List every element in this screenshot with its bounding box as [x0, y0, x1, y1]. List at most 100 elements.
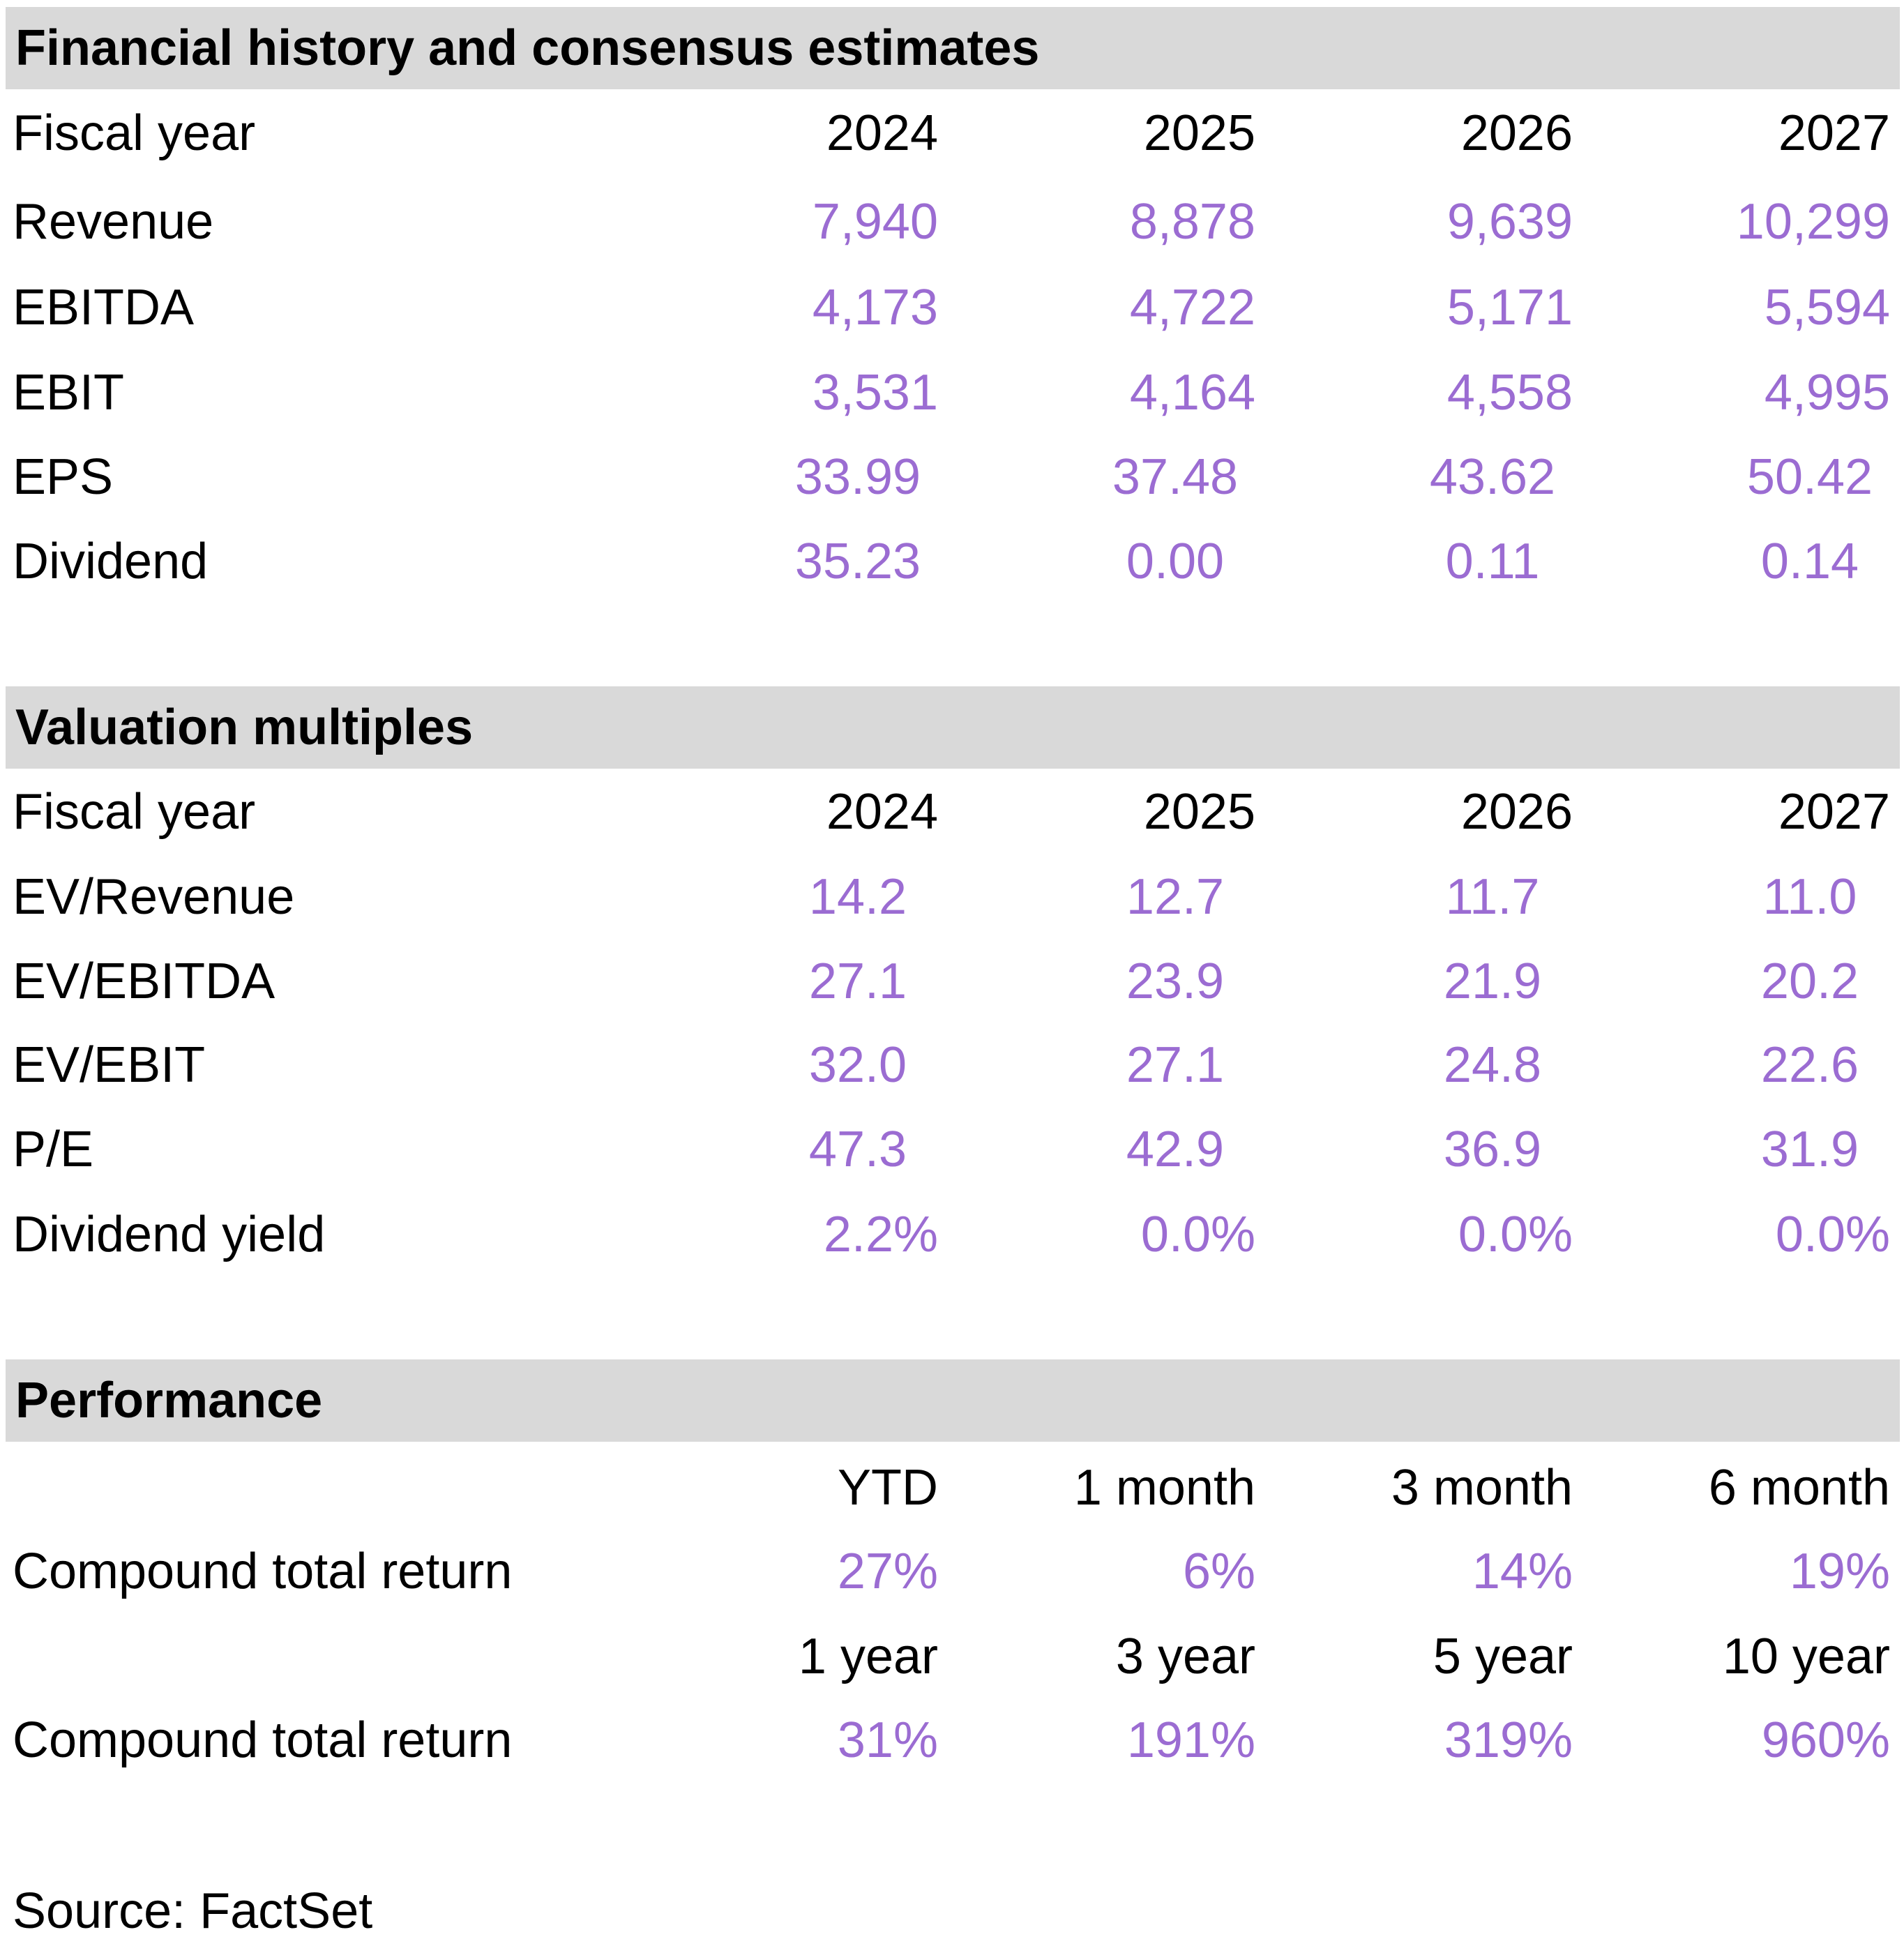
value-cell: 9,639: [1446, 194, 1573, 250]
row-label: EV/Revenue: [13, 869, 295, 925]
valuation-section-header: Valuation multiples: [6, 686, 1900, 769]
value-cell: 42.9: [1126, 1122, 1225, 1177]
valuation-header-row: Fiscal year 2024 2025 2026 2027: [0, 770, 1904, 854]
table-row-ebitda: EBITDA 4,173 4,722 5,171 5,594: [0, 266, 1904, 349]
col-header-10-year: 10 year: [1722, 1629, 1890, 1684]
value-cell: 960%: [1761, 1712, 1890, 1768]
value-cell: 10,299: [1736, 194, 1890, 250]
col-header-2025: 2025: [1143, 105, 1255, 161]
value-cell: 0.0%: [1140, 1207, 1255, 1262]
value-cell: 43.62: [1429, 449, 1556, 505]
performance-section-title: Performance: [15, 1373, 323, 1428]
col-header-3-month: 3 month: [1391, 1460, 1573, 1516]
value-cell: 27.1: [1126, 1037, 1225, 1093]
value-cell: 191%: [1126, 1712, 1255, 1768]
value-cell: 8,878: [1129, 194, 1255, 250]
performance-header-row-1: YTD 1 month 3 month 6 month: [0, 1446, 1904, 1530]
value-cell: 22.6: [1760, 1037, 1859, 1093]
col-header-2027: 2027: [1778, 784, 1890, 840]
col-header-2025: 2025: [1143, 784, 1255, 840]
value-cell: 19%: [1789, 1544, 1890, 1599]
row-label: EPS: [13, 449, 114, 505]
value-cell: 0.11: [1445, 534, 1540, 589]
value-cell: 36.9: [1443, 1122, 1542, 1177]
col-header-2027: 2027: [1778, 105, 1890, 161]
col-header-2026: 2026: [1460, 105, 1573, 161]
value-cell: 4,558: [1446, 365, 1573, 421]
col-header-3-year: 3 year: [1115, 1629, 1255, 1684]
value-cell: 37.48: [1112, 449, 1239, 505]
performance-header-row-2: 1 year 3 year 5 year 10 year: [0, 1615, 1904, 1698]
table-row-ev-ebitda: EV/EBITDA 27.1 23.9 21.9 20.2: [0, 940, 1904, 1023]
fiscal-year-label: Fiscal year: [13, 105, 256, 161]
valuation-section-title: Valuation multiples: [15, 700, 474, 755]
value-cell: 14%: [1472, 1544, 1573, 1599]
row-label: EV/EBIT: [13, 1037, 206, 1093]
value-cell: 32.0: [808, 1037, 907, 1093]
table-row-ev-ebit: EV/EBIT 32.0 27.1 24.8 22.6: [0, 1023, 1904, 1107]
row-label: Dividend: [13, 534, 209, 589]
value-cell: 33.99: [794, 449, 921, 505]
col-header-1-year: 1 year: [798, 1629, 938, 1684]
value-cell: 7,940: [812, 194, 938, 250]
row-label: Compound total return: [13, 1544, 513, 1599]
value-cell: 35.23: [794, 534, 921, 589]
table-row-eps: EPS 33.99 37.48 43.62 50.42: [0, 435, 1904, 519]
value-cell: 0.0%: [1775, 1207, 1890, 1262]
table-row-pe: P/E 47.3 42.9 36.9 31.9: [0, 1108, 1904, 1191]
row-label: P/E: [13, 1122, 94, 1177]
fiscal-year-label: Fiscal year: [13, 784, 256, 840]
financial-header-row: Fiscal year 2024 2025 2026 2027: [0, 91, 1904, 175]
table-row-ev-revenue: EV/Revenue 14.2 12.7 11.7 11.0: [0, 855, 1904, 939]
col-header-2024: 2024: [826, 105, 938, 161]
value-cell: 2.2%: [823, 1207, 938, 1262]
source-note: Source: FactSet: [13, 1883, 373, 1939]
col-header-5-year: 5 year: [1433, 1629, 1573, 1684]
row-label: Dividend yield: [13, 1207, 326, 1262]
value-cell: 14.2: [808, 869, 907, 925]
value-cell: 4,164: [1129, 365, 1255, 421]
value-cell: 31.9: [1760, 1122, 1859, 1177]
value-cell: 0.00: [1126, 534, 1225, 589]
table-row-ebit: EBIT 3,531 4,164 4,558 4,995: [0, 351, 1904, 435]
value-cell: 4,995: [1764, 365, 1890, 421]
row-label: Revenue: [13, 194, 214, 250]
value-cell: 23.9: [1126, 953, 1225, 1009]
table-row-dividend-yield: Dividend yield 2.2% 0.0% 0.0% 0.0%: [0, 1193, 1904, 1276]
table-row-dividend: Dividend 35.23 0.00 0.11 0.14: [0, 520, 1904, 603]
table-row-compound-return-short: Compound total return 27% 6% 14% 19%: [0, 1530, 1904, 1613]
col-header-1-month: 1 month: [1073, 1460, 1255, 1516]
value-cell: 27.1: [808, 953, 907, 1009]
value-cell: 31%: [837, 1712, 938, 1768]
table-row-revenue: Revenue 7,940 8,878 9,639 10,299: [0, 180, 1904, 264]
value-cell: 12.7: [1126, 869, 1225, 925]
col-header-2024: 2024: [826, 784, 938, 840]
col-header-ytd: YTD: [838, 1460, 938, 1516]
value-cell: 0.0%: [1458, 1207, 1573, 1262]
row-label: EV/EBITDA: [13, 953, 275, 1009]
value-cell: 319%: [1444, 1712, 1573, 1768]
financial-section-header: Financial history and consensus estimate…: [6, 7, 1900, 89]
row-label: EBITDA: [13, 280, 195, 335]
value-cell: 5,171: [1446, 280, 1573, 335]
row-label: EBIT: [13, 365, 125, 421]
value-cell: 24.8: [1443, 1037, 1542, 1093]
value-cell: 47.3: [808, 1122, 907, 1177]
value-cell: 5,594: [1764, 280, 1890, 335]
col-header-2026: 2026: [1460, 784, 1573, 840]
value-cell: 27%: [837, 1544, 938, 1599]
financial-section-title: Financial history and consensus estimate…: [15, 20, 1040, 76]
value-cell: 50.42: [1746, 449, 1873, 505]
value-cell: 3,531: [812, 365, 938, 421]
value-cell: 4,173: [812, 280, 938, 335]
col-header-6-month: 6 month: [1708, 1460, 1890, 1516]
row-label: Compound total return: [13, 1712, 513, 1768]
value-cell: 4,722: [1129, 280, 1255, 335]
value-cell: 21.9: [1443, 953, 1542, 1009]
value-cell: 0.14: [1760, 534, 1859, 589]
performance-section-header: Performance: [6, 1359, 1900, 1442]
value-cell: 6%: [1182, 1544, 1255, 1599]
value-cell: 11.0: [1762, 869, 1857, 925]
value-cell: 11.7: [1445, 869, 1540, 925]
table-row-compound-return-long: Compound total return 31% 191% 319% 960%: [0, 1698, 1904, 1782]
